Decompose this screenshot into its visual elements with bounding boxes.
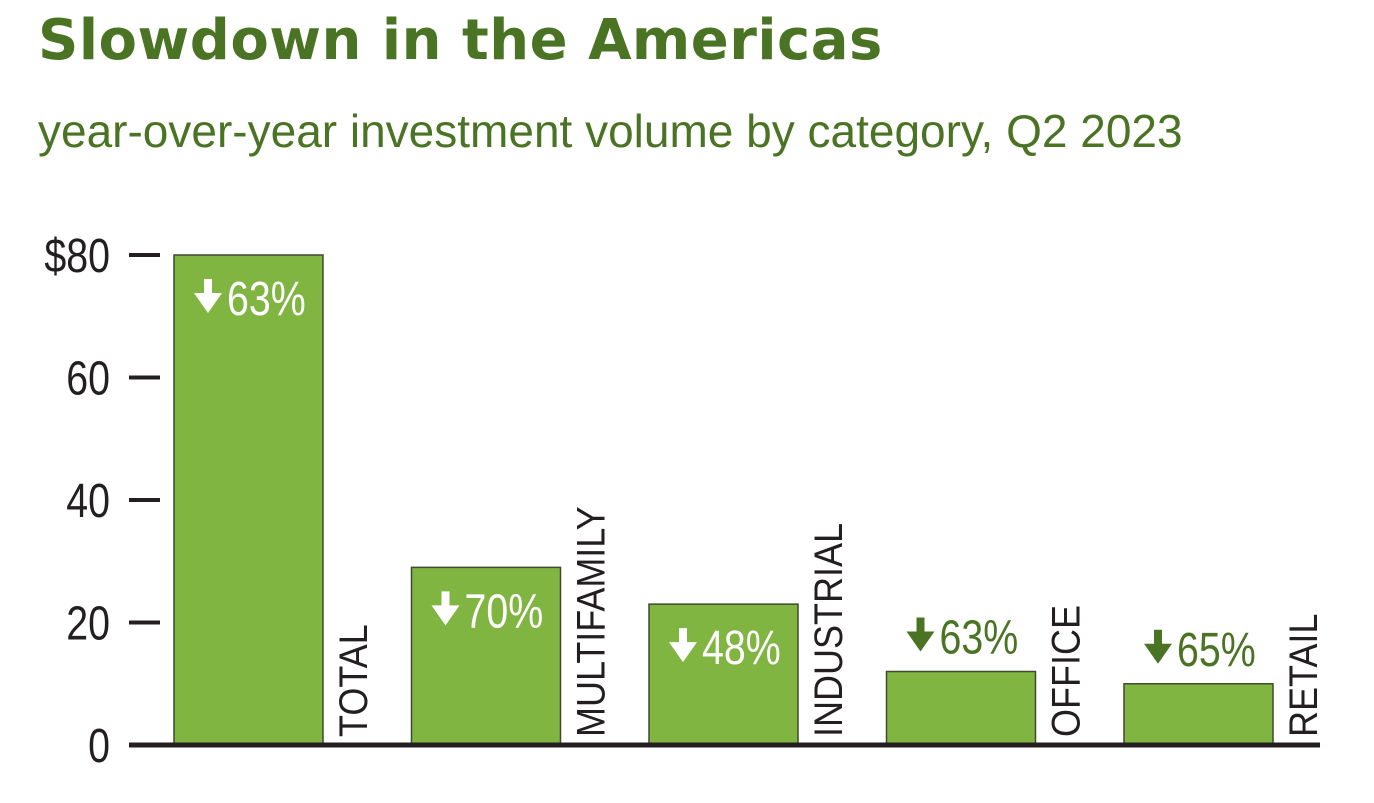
change-label-group: 65% [1144,623,1256,677]
category-label: INDUSTRIAL [807,523,851,737]
category-label: OFFICE [1045,605,1089,737]
down-arrow-icon [194,279,222,313]
change-label-group: 63% [194,272,306,326]
chart-title: Slowdown in the Americas [38,8,883,73]
bar-industrial [648,603,799,746]
category-label: RETAIL [1282,614,1326,737]
bar-office [885,670,1037,746]
change-value-label: 48% [702,621,781,675]
y-axis: $80 60 40 20 0 [44,229,160,773]
chart-subtitle: year-over-year investment volume by cate… [38,105,1183,157]
category-label: TOTAL [332,624,376,737]
y-tick-label: 0 [88,719,110,773]
change-label-group: 70% [431,585,544,639]
bar-total [173,254,324,746]
change-value-label: 63% [227,272,306,326]
bar-retail [1123,683,1274,746]
change-value-label: 63% [940,611,1019,665]
down-arrow-icon [1144,629,1172,664]
change-value-label: 65% [1177,623,1256,677]
category-label: MULTIFAMILY [570,506,614,737]
change-label-group: 48% [669,621,781,675]
down-arrow-icon [906,617,935,652]
bars: 63% 70% 48% 63% 65% [173,254,1274,746]
y-tick-label: $80 [44,229,110,283]
down-arrow-icon [669,628,697,663]
change-value-label: 70% [465,585,544,639]
down-arrow-icon [431,591,460,626]
y-tick-label: 20 [66,597,110,651]
y-tick-label: 40 [66,474,110,528]
category-labels: TOTAL MULTIFAMILY INDUSTRIAL OFFICE RETAIL [332,506,1326,737]
y-tick-label: 60 [66,352,110,406]
change-label-group: 63% [906,611,1019,665]
